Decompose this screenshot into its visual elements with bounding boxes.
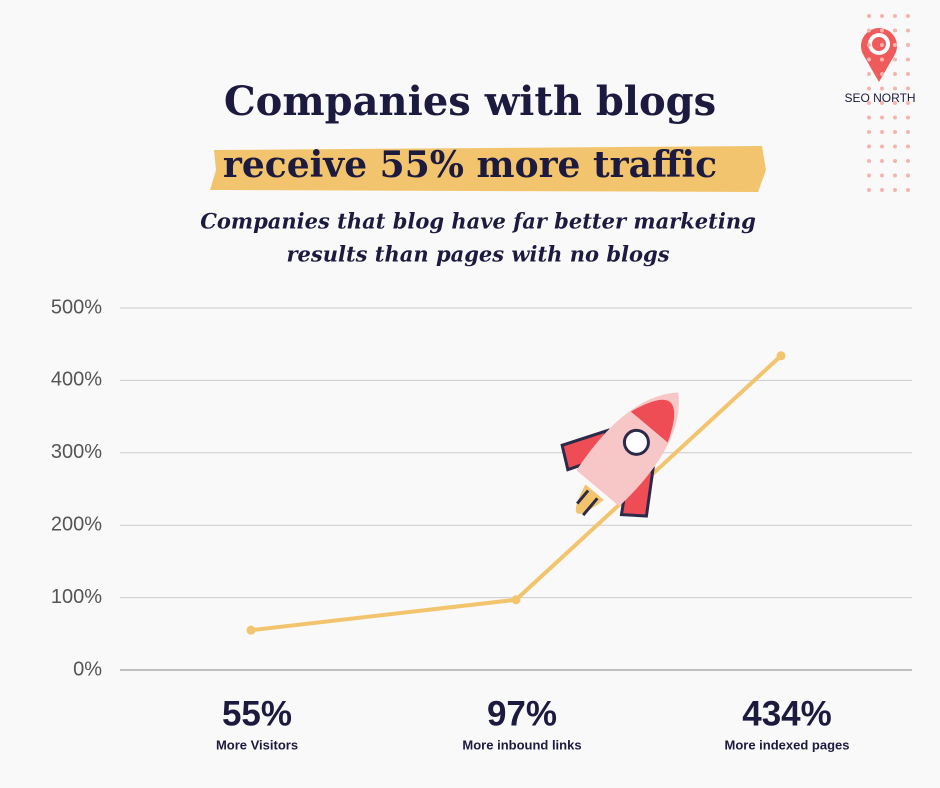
y-tick-label: 400% <box>51 369 102 391</box>
y-tick-label: 200% <box>51 513 102 535</box>
decor-dot <box>880 159 884 163</box>
data-point <box>511 595 521 605</box>
decor-dot <box>880 57 884 62</box>
decor-dot <box>867 159 871 163</box>
decor-dot <box>893 57 897 62</box>
subtitle-line: Companies that blog have far better mark… <box>200 209 756 234</box>
decor-dot <box>867 144 871 149</box>
highlight-title: receive 55% more traffic <box>223 144 717 186</box>
decor-dot <box>867 43 871 47</box>
decor-dot <box>880 86 884 91</box>
decor-dot <box>880 130 884 134</box>
logo-text: SEO NORTH <box>844 91 915 105</box>
decor-dot <box>906 144 910 149</box>
data-point <box>246 625 256 635</box>
decor-dot <box>906 101 910 105</box>
decor-dot <box>893 14 897 18</box>
decor-dot <box>867 72 871 76</box>
decor-dot <box>893 86 897 91</box>
decor-dot <box>880 72 884 76</box>
decor-dot <box>906 130 910 134</box>
y-tick-label: 0% <box>73 658 102 680</box>
decor-dot <box>867 57 871 62</box>
decor-dot <box>867 173 871 178</box>
decor-dot <box>880 115 884 120</box>
decor-dot <box>893 130 897 134</box>
decor-dot <box>906 86 910 91</box>
decor-dot <box>906 115 910 120</box>
decor-dot <box>867 130 871 134</box>
decor-dot <box>880 14 884 18</box>
decor-dot <box>906 57 910 62</box>
decor-dot <box>893 173 897 178</box>
rocket <box>560 392 679 518</box>
decor-dot <box>906 72 910 76</box>
decor-dot <box>906 173 910 178</box>
title: Companies with blogs <box>224 78 716 125</box>
decor-dot <box>906 43 910 47</box>
decor-dot <box>880 188 884 192</box>
category-label: More indexed pages <box>725 737 850 752</box>
value-label: 55% <box>222 694 292 733</box>
logo-pin <box>861 28 898 83</box>
decor-dot <box>880 173 884 178</box>
y-tick-label: 100% <box>51 586 102 608</box>
data-point <box>776 351 786 361</box>
decor-dot <box>893 159 897 163</box>
decor-dot <box>906 14 910 18</box>
highlight-brush <box>210 146 766 192</box>
decor-dot <box>893 115 897 120</box>
decor-dot <box>893 28 897 33</box>
decor-dot <box>880 28 884 33</box>
decor-dot <box>867 28 871 33</box>
decor-dot <box>893 188 897 192</box>
category-label: More inbound links <box>462 737 581 752</box>
decor-dot <box>867 14 871 18</box>
decor-dot <box>880 43 884 47</box>
decor-dot <box>906 28 910 33</box>
decor-dot <box>867 101 871 105</box>
decor-dot <box>893 43 897 47</box>
category-label: More Visitors <box>216 737 298 752</box>
subtitle-line: results than pages with no blogs <box>286 242 669 267</box>
decor-dot <box>893 101 897 105</box>
value-label: 434% <box>742 694 832 733</box>
decor-dot <box>867 115 871 120</box>
decor-dot <box>906 159 910 163</box>
decor-dot <box>880 101 884 105</box>
y-tick-label: 500% <box>51 296 102 318</box>
decor-dot <box>867 188 871 192</box>
plot: 0% 100% 200% 300% 400% 500% 55% More Visitors 97… <box>51 296 912 752</box>
y-tick-label: 300% <box>51 441 102 463</box>
decor-dot <box>906 188 910 192</box>
decor-dot <box>893 72 897 76</box>
decor-dot <box>867 86 871 91</box>
decor-dot <box>893 144 897 149</box>
value-label: 97% <box>487 694 557 733</box>
decor-dot <box>880 144 884 149</box>
